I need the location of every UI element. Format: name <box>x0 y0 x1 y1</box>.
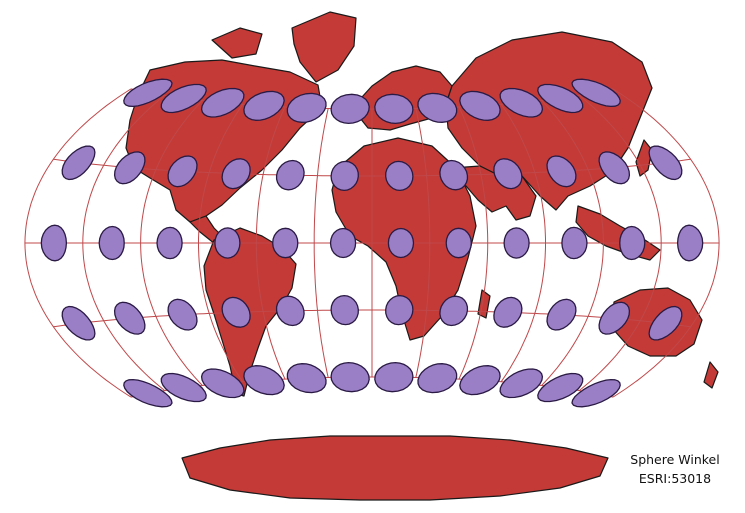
tissot-ellipse <box>221 296 251 328</box>
tissot-ellipse <box>417 92 458 123</box>
tissot-ellipse <box>98 225 125 261</box>
tissot-ellipse <box>160 83 207 114</box>
projection-name: Sphere Winkel <box>630 452 720 467</box>
land-southeast-asia <box>575 205 661 261</box>
tissot-ellipse <box>243 365 285 396</box>
tissot-ellipse <box>374 93 414 125</box>
tissot-ellipse <box>330 361 370 393</box>
tissot-ellipse <box>459 90 501 121</box>
tissot-ellipse <box>499 368 544 399</box>
tissot-ellipse <box>598 151 631 185</box>
tissot-ellipse <box>546 155 577 188</box>
tissot-ellipse <box>439 159 469 191</box>
tissot-ellipse <box>499 87 544 118</box>
tissot-ellipse <box>113 301 146 335</box>
graticule <box>24 88 720 398</box>
parallel-line <box>53 309 691 328</box>
tissot-ellipse <box>385 160 414 192</box>
tissot-ellipse <box>503 227 530 259</box>
tissot-ellipse <box>439 295 469 327</box>
tissot-ellipse <box>330 93 370 125</box>
projection-code: ESRI:53018 <box>638 471 712 486</box>
tissot-ellipse <box>286 363 327 394</box>
tissot-ellipse <box>61 305 96 341</box>
tissot-ellipse <box>546 298 577 331</box>
parallel-line <box>130 376 614 398</box>
tissot-ellipse <box>417 363 458 394</box>
tissot-ellipse <box>445 227 472 259</box>
tissot-ellipse <box>493 296 523 328</box>
projection-caption: Sphere Winkel ESRI:53018 <box>615 450 735 488</box>
tissot-ellipse <box>493 158 523 190</box>
land-antarctica <box>181 435 609 501</box>
tissot-ellipse <box>374 361 414 393</box>
tissot-ellipse <box>648 145 683 181</box>
tissot-ellipse <box>243 90 285 121</box>
parallel-line <box>130 88 614 110</box>
tissot-ellipse <box>330 294 359 326</box>
tissot-ellipse <box>214 227 241 259</box>
tissot-ellipse <box>113 151 146 185</box>
tissot-ellipse <box>676 224 704 262</box>
tissot-ellipse <box>221 158 251 190</box>
tissot-ellipse <box>330 160 359 192</box>
tissot-ellipse <box>619 225 646 261</box>
tissot-ellipse <box>598 301 631 335</box>
tissot-ellipse <box>160 372 207 403</box>
tissot-ellipse <box>648 305 683 341</box>
tissot-ellipse <box>459 365 501 396</box>
tissot-ellipse <box>571 378 621 408</box>
land-new-zealand <box>703 361 719 389</box>
tissot-ellipse <box>275 295 305 327</box>
tissot-ellipse <box>537 83 584 114</box>
land-arctic-islands <box>211 27 263 59</box>
tissot-ellipse <box>561 226 588 260</box>
tissot-ellipse <box>167 298 198 331</box>
tissot-ellipse <box>200 87 245 118</box>
tissot-ellipse <box>275 159 305 191</box>
parallel-line <box>53 158 691 177</box>
tissot-ellipse <box>61 145 96 181</box>
tissot-ellipse <box>167 155 198 188</box>
tissot-ellipse <box>571 78 621 108</box>
tissot-ellipse <box>40 224 68 262</box>
tissot-ellipse <box>123 378 173 408</box>
tissot-ellipse <box>387 227 415 259</box>
tissot-ellipse <box>385 294 414 326</box>
tissot-ellipse <box>123 78 173 108</box>
land-japan <box>635 139 653 177</box>
tissot-ellipse <box>286 92 327 123</box>
tissot-ellipse <box>200 368 245 399</box>
land-greenland <box>291 11 357 83</box>
tissot-ellipse <box>537 372 584 403</box>
tissot-ellipse <box>329 227 357 259</box>
tissot-indicatrices <box>40 78 704 408</box>
tissot-ellipse <box>272 227 299 259</box>
tissot-ellipse <box>156 226 183 260</box>
